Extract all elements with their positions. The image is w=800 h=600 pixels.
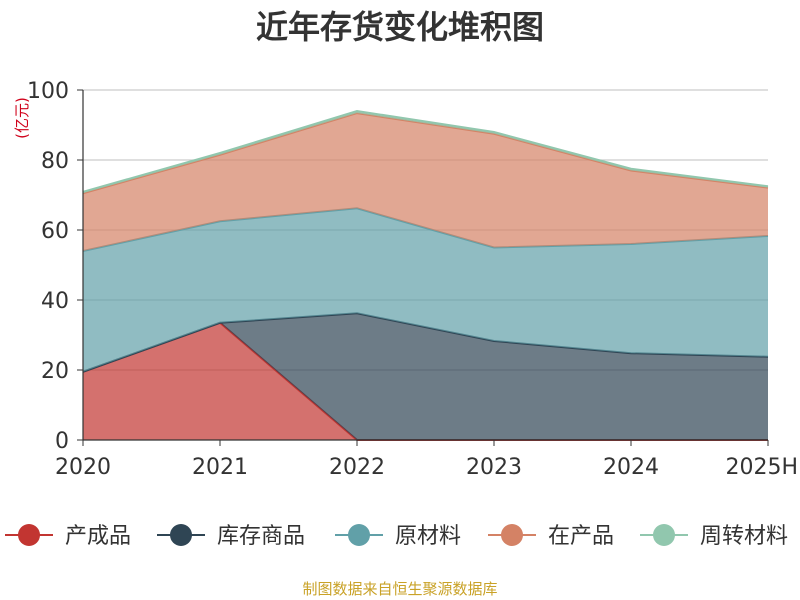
legend-label: 周转材料: [700, 524, 788, 549]
y-axis-unit: (亿元): [13, 97, 31, 139]
x-tick-label: 2025H: [725, 455, 798, 480]
legend-label: 库存商品: [217, 524, 305, 549]
axes: [82, 90, 768, 441]
y-tick-label: 60: [41, 219, 69, 244]
area-line-5: [82, 109, 769, 193]
x-tick-label: 2020: [55, 455, 111, 480]
legend-item-4[interactable]: 在产品: [488, 524, 614, 549]
area-4: [83, 113, 768, 251]
y-tick-label: 80: [41, 149, 69, 174]
area-line-4: [82, 112, 769, 195]
legend-label: 原材料: [395, 524, 461, 549]
legend: 产成品 库存商品 原材料 在产品 周转材料: [5, 524, 788, 549]
legend-item-2[interactable]: 库存商品: [157, 524, 305, 549]
chart-title: 近年存货变化堆积图: [256, 8, 544, 46]
legend-marker: [653, 524, 675, 546]
area-3: [83, 208, 768, 372]
legend-item-1[interactable]: 产成品: [5, 524, 131, 549]
legend-marker: [18, 524, 40, 546]
x-tick-label: 2022: [329, 455, 385, 480]
y-tick-label: 40: [41, 289, 69, 314]
legend-label: 在产品: [548, 524, 614, 549]
y-tick-label: 100: [27, 79, 69, 104]
y-tick-label: 20: [41, 359, 69, 384]
legend-item-3[interactable]: 原材料: [335, 524, 461, 549]
legend-item-5[interactable]: 周转材料: [640, 524, 788, 549]
area-2: [83, 313, 768, 440]
legend-marker: [501, 524, 523, 546]
legend-label: 产成品: [65, 524, 131, 549]
x-tick-label: 2024: [603, 455, 659, 480]
legend-marker: [170, 524, 192, 546]
x-axis-ticks: 2020 2021 2022 2023 2024 2025H: [55, 440, 798, 480]
legend-marker: [348, 524, 370, 546]
y-tick-label: 0: [55, 429, 69, 454]
source-note: 制图数据来自恒生聚源数据库: [302, 580, 497, 598]
x-tick-label: 2021: [192, 455, 248, 480]
x-tick-label: 2023: [466, 455, 522, 480]
area-series: [82, 109, 769, 441]
y-axis-ticks: 0 20 40 60 80 100: [27, 79, 83, 454]
